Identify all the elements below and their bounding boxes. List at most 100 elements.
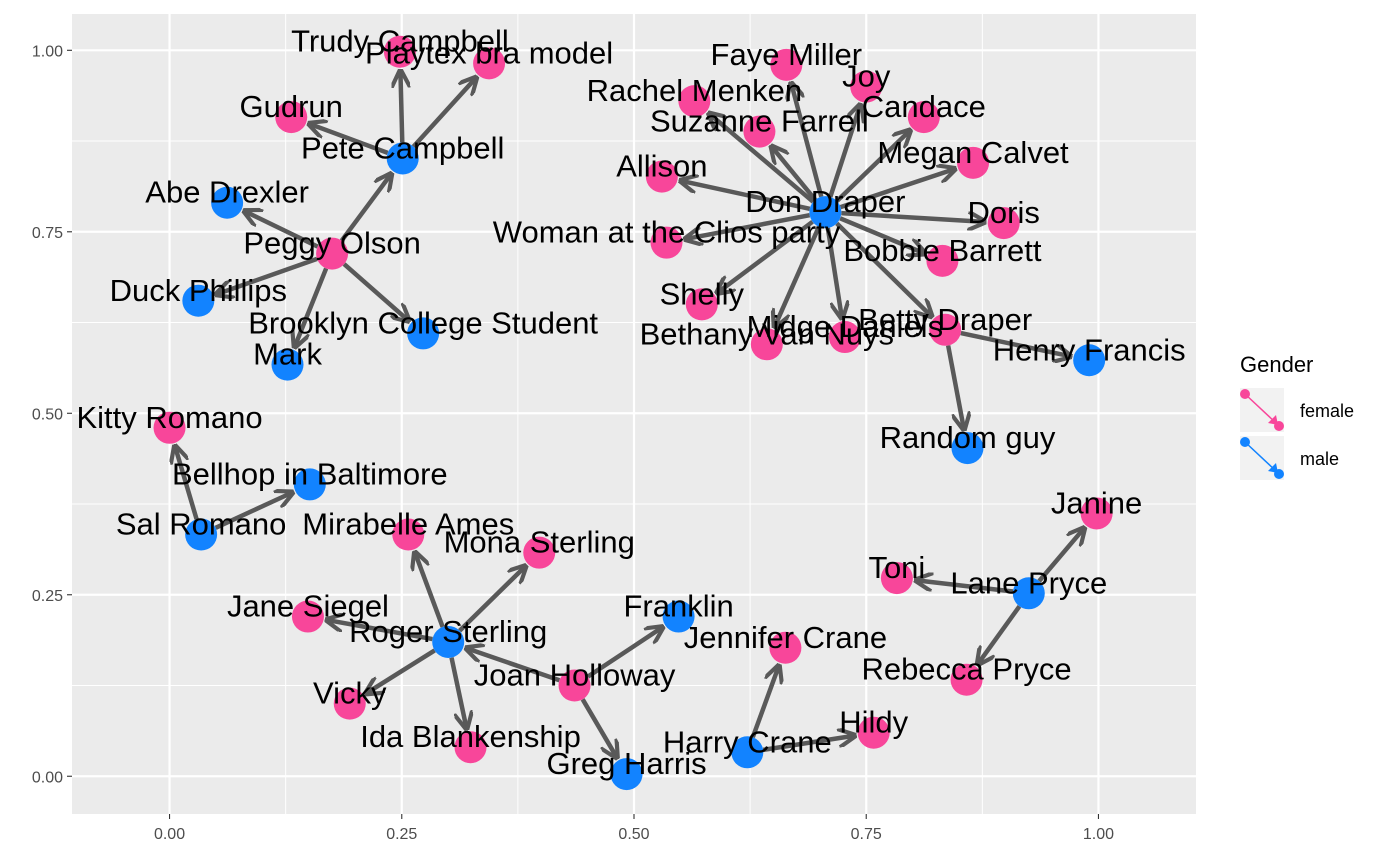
node (291, 600, 324, 633)
node-label: Jane Siegel (227, 589, 389, 624)
node (650, 226, 683, 259)
node-label: Woman at the Clios party (493, 215, 841, 250)
node-label: Pete Campbell (301, 130, 504, 165)
edge (309, 124, 389, 156)
node-label: Midge Daniels (747, 309, 943, 344)
edge (841, 210, 984, 222)
node-label: Playtex bra model (365, 35, 613, 70)
y-tick-label: 0.00 (32, 769, 63, 786)
edge (1037, 528, 1084, 583)
legend-key-point (1240, 389, 1250, 399)
node-label: Mona Sterling (444, 525, 635, 560)
legend-key-point (1240, 437, 1250, 447)
node (473, 47, 506, 80)
edge (916, 580, 1014, 594)
node (950, 663, 983, 696)
edge (978, 604, 1022, 664)
edge (828, 105, 860, 198)
node (182, 284, 215, 317)
node (743, 115, 776, 148)
node (1073, 344, 1106, 377)
node-label: Toni (868, 550, 925, 585)
node-label: Joan Holloway (474, 658, 676, 693)
node (432, 625, 465, 658)
node-label: Suzanne Farrell (650, 104, 869, 139)
legend-label: female (1300, 401, 1354, 421)
node (407, 317, 440, 350)
node-label: Joy (842, 59, 891, 94)
axes: 0.00 0.25 0.50 0.75 1.00 0.00 0.25 0.50 0.75 1.00 (32, 43, 1114, 843)
node-label: Betty Draper (858, 302, 1032, 337)
node (731, 736, 764, 769)
legend-key-point (1274, 421, 1284, 431)
node (153, 411, 186, 444)
node (685, 288, 718, 321)
edge (709, 113, 815, 204)
edge (214, 492, 293, 530)
edge (449, 657, 467, 729)
node (454, 731, 487, 764)
legend-key-line (1244, 441, 1277, 472)
edge (791, 83, 824, 198)
edge (216, 256, 318, 295)
edge (680, 181, 811, 211)
node-label: Shelly (660, 276, 745, 311)
node-label: Mark (253, 337, 322, 372)
node-label: Harry Crane (663, 724, 832, 759)
edge (295, 267, 329, 347)
node (392, 518, 425, 551)
edge (466, 648, 561, 683)
node (987, 207, 1020, 240)
y-tick-label: 0.50 (32, 406, 63, 423)
edge (458, 566, 526, 633)
x-tick-label: 0.25 (386, 826, 417, 843)
node-label: Rebecca Pryce (861, 652, 1071, 687)
legend-key-point (1274, 469, 1284, 479)
node (850, 70, 883, 103)
node (828, 321, 861, 354)
node-label: Gudrun (240, 89, 343, 124)
node-label: Random guy (880, 420, 1056, 455)
node-label: Bellhop in Baltimore (172, 456, 448, 491)
node (770, 48, 803, 81)
node (662, 600, 695, 633)
node-label: Brooklyn College Student (248, 305, 598, 340)
x-tick-label: 0.50 (618, 826, 649, 843)
node-label: Hildy (839, 705, 908, 740)
node-label: Doris (968, 195, 1040, 230)
legend-key-line (1244, 393, 1277, 424)
node (558, 669, 591, 702)
node-label: Megan Calvet (877, 135, 1069, 170)
edge (835, 221, 932, 316)
edge (339, 174, 392, 243)
y-tick-label: 0.75 (32, 225, 63, 242)
edge (960, 330, 1071, 356)
node-label: Abe Drexler (145, 175, 309, 210)
edge (771, 146, 817, 202)
node-label: Janine (1051, 485, 1142, 520)
node (750, 328, 783, 361)
node-label: Sal Romano (116, 507, 287, 542)
node-label: Kitty Romano (76, 400, 262, 435)
x-tick-label: 0.75 (851, 826, 882, 843)
edge (750, 666, 779, 739)
node (645, 160, 678, 193)
node-label: Vicky (313, 676, 387, 711)
node-label: Don Draper (745, 184, 905, 219)
node (316, 237, 349, 270)
node (957, 146, 990, 179)
legend: Gender female male (1240, 352, 1354, 480)
node (678, 85, 711, 118)
edge (586, 627, 663, 679)
y-tick-label: 1.00 (32, 43, 63, 60)
legend-title: Gender (1240, 352, 1313, 377)
node (926, 244, 959, 277)
node (929, 313, 962, 346)
edge (400, 71, 402, 143)
node-label: Jennifer Crane (684, 620, 887, 655)
edge (411, 77, 476, 149)
node (809, 196, 842, 229)
node (271, 348, 304, 381)
